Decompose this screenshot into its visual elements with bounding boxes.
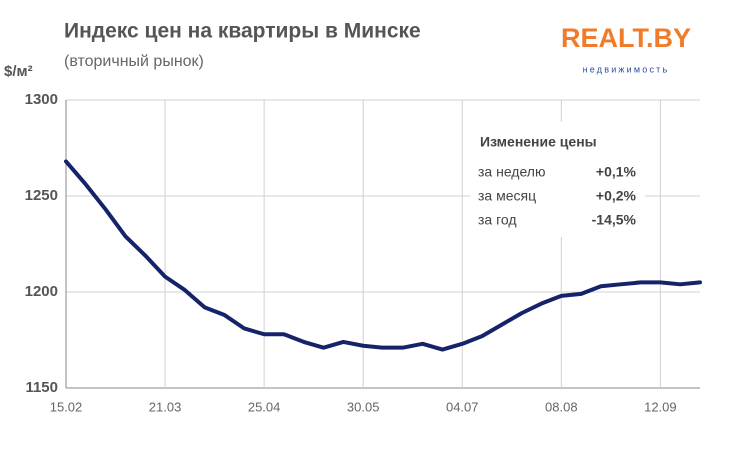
- x-tick-label: 12.09: [644, 399, 677, 414]
- y-tick-label: 1300: [25, 91, 58, 108]
- annotation-label: за месяц: [478, 188, 536, 204]
- annotation-value: +0,2%: [596, 188, 637, 204]
- x-tick-label: 21.03: [149, 399, 182, 414]
- y-tick-label: 1200: [25, 283, 58, 300]
- annotation-box: [470, 122, 645, 237]
- annotation-value: +0,1%: [596, 164, 637, 180]
- y-axis-label: $/м²: [4, 63, 33, 80]
- x-tick-label: 08.08: [545, 399, 578, 414]
- y-tick-label: 1250: [25, 187, 58, 204]
- logo-subtext: недвижимость: [583, 64, 670, 74]
- annotation-value: -14,5%: [592, 212, 637, 228]
- x-tick-label: 30.05: [347, 399, 380, 414]
- annotation-label: за год: [478, 212, 517, 228]
- logo: REALT.BY: [561, 23, 691, 53]
- x-tick-label: 25.04: [248, 399, 281, 414]
- annotation-title: Изменение цены: [480, 134, 597, 150]
- chart-title: Индекс цен на квартиры в Минске: [64, 20, 421, 43]
- x-tick-label: 15.02: [50, 399, 83, 414]
- x-tick-label: 04.07: [446, 399, 479, 414]
- chart-subtitle: (вторичный рынок): [64, 53, 204, 70]
- data-line: [64, 159, 702, 352]
- annotation-label: за неделю: [478, 164, 545, 180]
- y-tick-label: 1150: [25, 379, 58, 396]
